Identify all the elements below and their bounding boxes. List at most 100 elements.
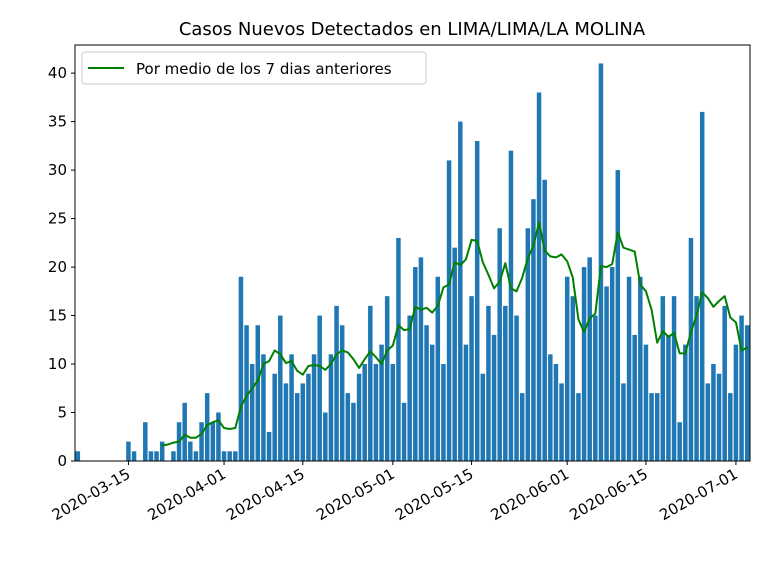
- y-tick-label: 30: [48, 161, 67, 179]
- bar: [266, 431, 272, 461]
- bar: [283, 383, 289, 461]
- bar: [615, 170, 621, 461]
- bar: [525, 228, 531, 461]
- bar: [171, 451, 176, 461]
- bar: [182, 402, 187, 461]
- bar: [384, 296, 390, 461]
- bar: [491, 334, 497, 461]
- bar: [126, 441, 131, 461]
- bar: [368, 305, 373, 461]
- bar: [238, 276, 244, 461]
- bar: [216, 412, 221, 461]
- legend-box: [81, 51, 427, 85]
- bar: [564, 276, 570, 461]
- bar: [210, 422, 216, 461]
- bar: [508, 150, 514, 461]
- bar: [576, 393, 581, 461]
- bar: [553, 364, 559, 461]
- bar: [486, 305, 491, 461]
- bar: [278, 315, 283, 461]
- bar: [474, 141, 480, 461]
- bar: [199, 422, 204, 461]
- bar: [536, 92, 542, 462]
- line-series: [161, 221, 749, 447]
- bar: [638, 276, 643, 461]
- bar: [671, 296, 677, 461]
- y-axis: 0 5 10 15 20 25 30 35 40: [48, 64, 75, 470]
- bar: [531, 199, 536, 461]
- bar: [193, 451, 199, 461]
- bar: [548, 354, 553, 461]
- bar: [424, 325, 429, 461]
- y-tick-label: 15: [48, 307, 67, 325]
- bar: [666, 334, 671, 461]
- bar: [570, 296, 576, 461]
- bar: [159, 441, 165, 461]
- bar: [294, 393, 300, 461]
- bar: [581, 267, 587, 461]
- bar: [632, 334, 637, 461]
- bar: [429, 344, 435, 461]
- bar: [323, 412, 328, 461]
- bar: [744, 325, 750, 461]
- bar: [362, 364, 367, 461]
- bar: [413, 267, 418, 461]
- bar: [514, 315, 519, 461]
- bar: [458, 121, 463, 462]
- bar: [688, 237, 694, 461]
- bar: [148, 451, 154, 461]
- y-tick-label: 5: [57, 404, 67, 422]
- bar: [418, 257, 424, 461]
- bar: [587, 257, 592, 461]
- y-tick-label: 0: [57, 452, 67, 470]
- bar: [716, 373, 722, 461]
- bar: [609, 267, 615, 461]
- bar-series: [75, 63, 750, 462]
- bar: [272, 373, 277, 461]
- bar: [221, 451, 227, 461]
- bar: [345, 393, 351, 461]
- bar: [469, 296, 474, 461]
- bar: [593, 315, 598, 461]
- bar: [401, 402, 407, 461]
- bar: [154, 451, 159, 461]
- plot-frame: [74, 44, 751, 462]
- bar: [373, 364, 379, 461]
- bar: [711, 364, 716, 461]
- bar: [227, 451, 232, 461]
- bar: [559, 383, 564, 461]
- bar: [446, 160, 452, 461]
- bar: [317, 315, 322, 461]
- bar: [407, 315, 412, 461]
- bar: [649, 393, 654, 461]
- bar: [598, 63, 604, 462]
- bar: [683, 344, 688, 461]
- bar: [626, 276, 632, 461]
- bar: [356, 373, 362, 461]
- bar: [694, 296, 699, 461]
- bar: [441, 364, 446, 461]
- bar: [699, 111, 705, 461]
- legend-label-moving-average: Por medio de los 7 dias anteriores: [136, 60, 392, 78]
- bar: [733, 344, 739, 461]
- bar: [660, 296, 666, 461]
- legend: Por medio de los 7 dias anteriores: [81, 51, 427, 85]
- bar: [728, 393, 733, 461]
- y-tick-label: 25: [48, 210, 67, 228]
- bar: [143, 422, 148, 461]
- bar: [289, 354, 294, 461]
- y-tick-label: 10: [48, 355, 67, 373]
- bar: [255, 325, 261, 461]
- bar: [435, 276, 441, 461]
- bar: [452, 247, 457, 461]
- bar: [249, 364, 255, 461]
- bar: [396, 237, 401, 461]
- bar: [311, 354, 317, 461]
- y-tick-label: 35: [48, 113, 67, 131]
- chart-title: Casos Nuevos Detectados en LIMA/LIMA/LA …: [179, 19, 646, 40]
- bar: [233, 451, 238, 461]
- bar: [339, 325, 345, 461]
- bar: [722, 305, 727, 461]
- bar: [188, 441, 193, 461]
